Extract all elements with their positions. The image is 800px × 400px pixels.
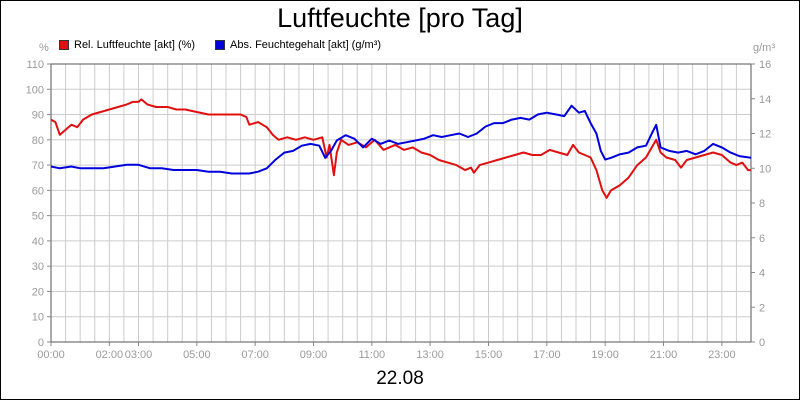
x-axis-tick-label: 09:00 — [300, 349, 328, 361]
left-axis-tick-label: 60 — [32, 185, 44, 197]
left-axis-tick-label: 40 — [32, 236, 44, 248]
right-axis-tick-label: 8 — [759, 198, 765, 210]
left-axis-tick-label: 70 — [32, 160, 44, 172]
x-axis-tick-label: 19:00 — [591, 349, 619, 361]
right-axis-tick-label: 6 — [759, 233, 765, 245]
x-axis-tick-label: 23:00 — [708, 349, 736, 361]
right-axis-tick-label: 12 — [759, 129, 771, 141]
x-axis-tick-label: 07:00 — [241, 349, 269, 361]
legend-swatch-blue-icon — [215, 40, 225, 50]
x-axis-tick-label: 11:00 — [358, 349, 385, 361]
right-axis-tick-label: 0 — [759, 337, 765, 349]
chart-title: Luftfeuchte [pro Tag] — [277, 3, 523, 33]
legend-item-absolute-humidity: Abs. Feuchtegehalt [akt] (g/m³) — [215, 39, 381, 51]
right-axis-tick-label: 14 — [759, 94, 771, 106]
legend-swatch-red-icon — [59, 40, 69, 50]
right-axis-tick-label: 4 — [759, 268, 765, 280]
right-axis-tick-label: 10 — [759, 163, 771, 175]
left-axis-tick-label: 90 — [32, 110, 44, 122]
x-axis-tick-label: 03:00 — [125, 349, 153, 361]
x-axis-tick-label: 17:00 — [533, 349, 561, 361]
x-axis-tick-label: 13:00 — [416, 349, 444, 361]
left-axis-tick-label: 30 — [32, 261, 44, 273]
left-axis-tick-label: 20 — [32, 286, 44, 298]
left-axis-tick-label: 0 — [38, 337, 44, 349]
x-axis-tick-label: 00:00 — [37, 349, 65, 361]
legend-item-relative-humidity: Rel. Luftfeuchte [akt] (%) — [59, 39, 195, 51]
date-label: 22.08 — [376, 368, 424, 389]
left-axis-tick-label: 80 — [32, 135, 44, 147]
right-axis-unit: g/m³ — [753, 42, 775, 54]
left-axis-unit: % — [39, 42, 49, 54]
right-axis-tick-label: 16 — [759, 59, 771, 71]
x-axis-tick-label: 15:00 — [475, 349, 503, 361]
legend-label-relative-humidity: Rel. Luftfeuchte [akt] (%) — [74, 39, 196, 51]
left-axis-tick-label: 110 — [26, 59, 44, 71]
left-axis-tick-label: 10 — [32, 312, 44, 324]
left-axis-tick-label: 100 — [26, 84, 44, 96]
x-axis-tick-label: 02:00 — [96, 349, 124, 361]
x-axis-tick-label: 21:00 — [650, 349, 678, 361]
series-line-absolute-humidity — [50, 104, 752, 175]
series-line-relative-humidity — [50, 98, 751, 199]
legend-label-absolute-humidity: Abs. Feuchtegehalt [akt] (g/m³) — [230, 39, 382, 51]
right-axis-tick-label: 2 — [759, 302, 765, 314]
x-axis-tick-label: 05:00 — [183, 349, 211, 361]
left-axis-tick-label: 50 — [32, 211, 44, 223]
